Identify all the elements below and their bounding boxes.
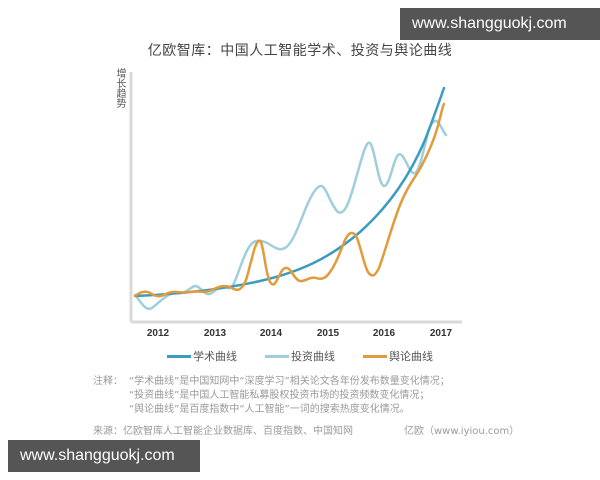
legend-label: 投资曲线 xyxy=(291,350,335,363)
note-line: “投资曲线”是中国人工智能私募股权投资市场的投资频数变化情况； xyxy=(129,390,430,401)
legend-label: 学术曲线 xyxy=(193,350,237,363)
x-tick: 2013 xyxy=(203,328,227,339)
chart-legend: 学术曲线 投资曲线 舆论曲线 xyxy=(0,348,600,364)
chart-credit: 亿欧（www.iyiou.com） xyxy=(404,426,520,437)
x-axis-ticks: 2012 2013 2014 2015 2016 2017 xyxy=(0,328,600,344)
watermark-bottom: www.shangguokj.com xyxy=(8,440,200,472)
chart-source: 来源：亿欧智库人工智能企业数据库、百度指数、中国知网 xyxy=(93,426,353,437)
watermark-top: www.shangguokj.com xyxy=(400,8,600,40)
legend-item-investment: 投资曲线 xyxy=(265,348,335,364)
notes-prefix: 注释： xyxy=(93,376,123,387)
series-academic-line xyxy=(133,86,446,298)
legend-swatch-investment xyxy=(265,354,289,358)
legend-item-public-opinion: 舆论曲线 xyxy=(363,348,433,364)
x-tick: 2016 xyxy=(372,328,396,339)
legend-item-academic: 学术曲线 xyxy=(167,348,237,364)
x-tick: 2015 xyxy=(316,328,340,339)
x-tick: 2017 xyxy=(429,328,453,339)
series-investment-line xyxy=(133,119,448,311)
chart-notes: 注释： “学术曲线”是中国知网中“深度学习”相关论文各年份发布数量变化情况； “… xyxy=(93,375,450,417)
legend-label: 舆论曲线 xyxy=(389,350,433,363)
chart-title: 亿欧智库：中国人工智能学术、投资与舆论曲线 xyxy=(147,43,453,59)
note-line: “学术曲线”是中国知网中“深度学习”相关论文各年份发布数量变化情况； xyxy=(129,376,450,387)
legend-swatch-academic xyxy=(167,354,191,358)
x-tick: 2014 xyxy=(259,328,283,339)
x-tick: 2012 xyxy=(146,328,170,339)
series-public-opinion-line xyxy=(133,102,446,298)
legend-swatch-public-opinion xyxy=(363,354,387,358)
y-axis-label: 增长趋势 xyxy=(114,68,125,108)
note-line: “舆论曲线”是百度指数中“人工智能”一词的搜索热度变化情况。 xyxy=(129,404,410,415)
